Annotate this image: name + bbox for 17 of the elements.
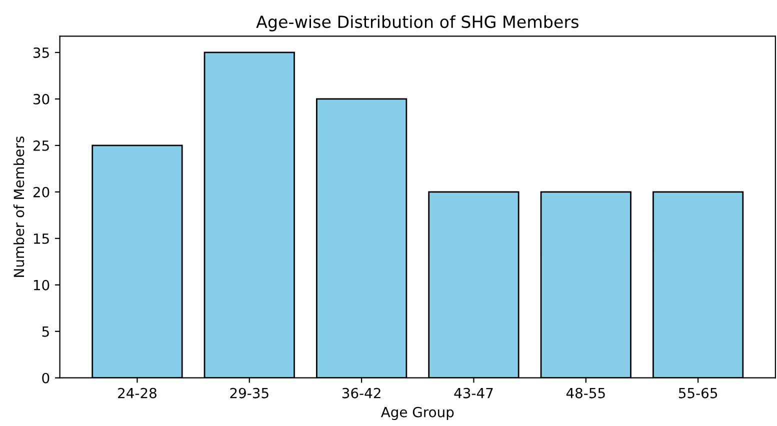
- chart-title: Age-wise Distribution of SHG Members: [256, 15, 578, 32]
- x-tick-label: 48-55: [566, 388, 605, 398]
- y-tick-label: 30: [33, 94, 50, 104]
- x-tick-label: 43-47: [454, 388, 493, 398]
- y-tick-label: 5: [42, 326, 49, 337]
- y-tick-label: 25: [33, 140, 49, 151]
- y-tick-label: 35: [33, 47, 49, 58]
- x-tick-label: 24-28: [118, 388, 156, 398]
- y-tick-label: 0: [42, 372, 50, 384]
- y-tick-label: 10: [34, 280, 50, 290]
- x-axis-title: Age Group: [380, 406, 454, 420]
- y-tick-label: 15: [34, 234, 49, 244]
- y-axis-title: Number of Members: [13, 136, 24, 277]
- x-tick-label: 55-65: [678, 388, 718, 398]
- x-tick-label: 36-42: [342, 388, 380, 398]
- y-tick-label: 20: [33, 186, 50, 198]
- x-tick-label: 29-35: [230, 388, 268, 398]
